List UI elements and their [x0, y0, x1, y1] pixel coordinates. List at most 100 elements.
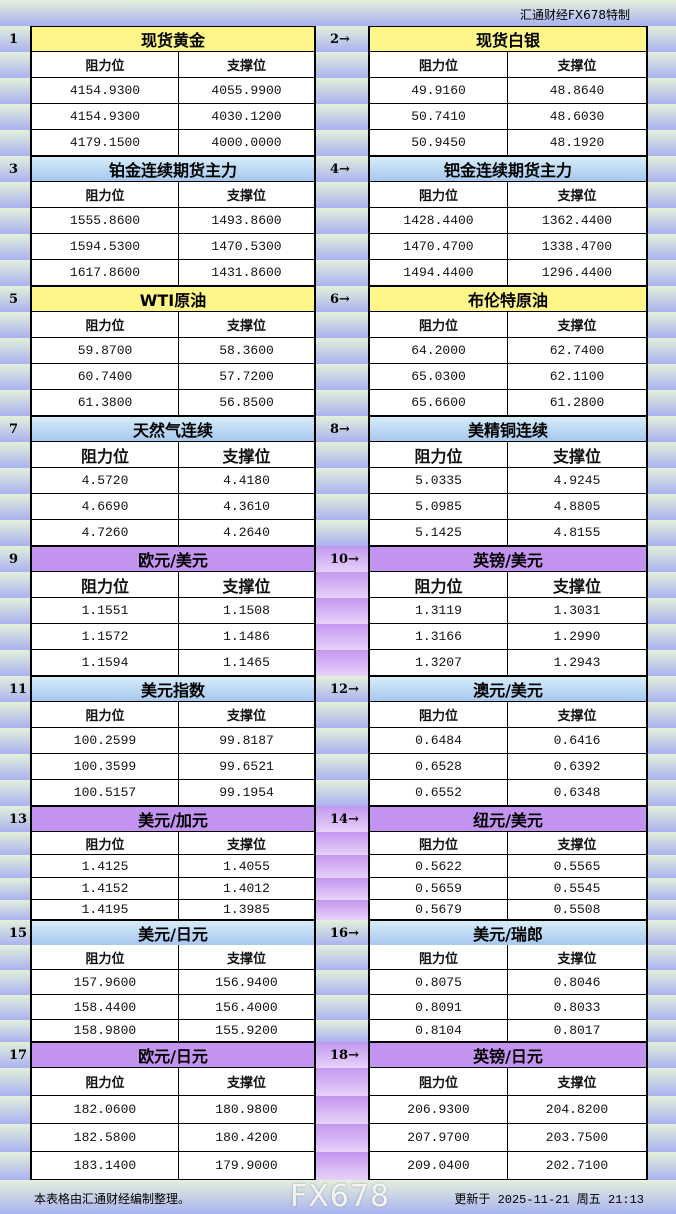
section-title-row: 5 WTI原油 6→ 布伦特原油: [0, 286, 676, 312]
side-strip: [648, 156, 676, 182]
instrument-title: 美元/加元: [30, 806, 316, 832]
resistance-header: 阻力位: [30, 442, 179, 468]
level-row: 4.7260 4.2640 5.1425 4.8155: [0, 520, 676, 546]
support-value: 204.8200: [508, 1096, 648, 1124]
side-strip: [0, 312, 30, 338]
level-row: 158.9800 155.9200 0.8104 0.8017: [0, 1020, 676, 1042]
support-value: 57.7200: [179, 364, 316, 390]
side-strip: [648, 390, 676, 416]
resistance-value: 1.1551: [30, 598, 179, 624]
support-value: 0.5565: [508, 855, 648, 878]
instrument-title: 铂金连续期货主力: [30, 156, 316, 182]
side-strip: [648, 130, 676, 156]
resistance-value: 5.0985: [368, 494, 508, 520]
side-strip: [648, 806, 676, 832]
brand-label: 汇通财经FX678特制: [519, 8, 630, 22]
resistance-value: 4.5720: [30, 468, 179, 494]
resistance-value: 100.5157: [30, 780, 179, 806]
resistance-header: 阻力位: [30, 1068, 179, 1096]
side-strip: [648, 598, 676, 624]
support-value: 62.7400: [508, 338, 648, 364]
side-strip: [648, 286, 676, 312]
side-strip: [648, 650, 676, 676]
resistance-value: 0.5622: [368, 855, 508, 878]
instrument-title: 纽元/美元: [368, 806, 648, 832]
support-value: 179.9000: [179, 1152, 316, 1180]
side-strip: [0, 442, 30, 468]
resistance-header: 阻力位: [368, 182, 508, 208]
instrument-title: WTI原油: [30, 286, 316, 312]
support-value: 4.8155: [508, 520, 648, 546]
section-number: 12→: [316, 676, 368, 702]
side-strip: [648, 728, 676, 754]
support-value: 4.9245: [508, 468, 648, 494]
resistance-header: 阻力位: [30, 702, 179, 728]
resistance-value: 4.7260: [30, 520, 179, 546]
side-strip: [0, 878, 30, 900]
side-strip: [0, 1124, 30, 1152]
side-strip: [648, 26, 676, 52]
middle-strip: [316, 1124, 368, 1152]
section-number: 4→: [316, 156, 368, 182]
support-value: 0.5508: [508, 900, 648, 920]
instrument-title: 美元/瑞郎: [368, 920, 648, 946]
middle-strip: [316, 468, 368, 494]
side-strip: [648, 945, 676, 970]
section-number: 10→: [316, 546, 368, 572]
side-strip: [648, 832, 676, 855]
side-strip: [648, 208, 676, 234]
section-number: 17: [0, 1042, 30, 1068]
level-row: 1555.8600 1493.8600 1428.4400 1362.4400: [0, 208, 676, 234]
side-strip: [648, 1042, 676, 1068]
level-row: 100.2599 99.8187 0.6484 0.6416: [0, 728, 676, 754]
support-value: 0.6392: [508, 754, 648, 780]
support-value: 62.1100: [508, 364, 648, 390]
instrument-title: 美元指数: [30, 676, 316, 702]
side-strip: [0, 364, 30, 390]
resistance-value: 61.3800: [30, 390, 179, 416]
resistance-header: 阻力位: [368, 52, 508, 78]
instrument-title: 天然气连续: [30, 416, 316, 442]
resistance-header: 阻力位: [368, 1068, 508, 1096]
support-value: 0.5545: [508, 878, 648, 900]
instrument-title: 钯金连续期货主力: [368, 156, 648, 182]
support-header: 支撑位: [508, 945, 648, 970]
middle-strip: [316, 52, 368, 78]
section-number: 16→: [316, 920, 368, 946]
resistance-header: 阻力位: [30, 52, 179, 78]
level-row: 1.4195 1.3985 0.5679 0.5508: [0, 900, 676, 920]
middle-strip: [316, 970, 368, 995]
resistance-header: 阻力位: [368, 945, 508, 970]
resistance-header: 阻力位: [30, 572, 179, 598]
support-header: 支撑位: [508, 832, 648, 855]
support-value: 180.4200: [179, 1124, 316, 1152]
resistance-value: 100.3599: [30, 754, 179, 780]
level-row: 61.3800 56.8500 65.6600 61.2800: [0, 390, 676, 416]
side-strip: [648, 1096, 676, 1124]
resistance-value: 1617.8600: [30, 260, 179, 286]
middle-strip: [316, 312, 368, 338]
section-number: 1: [0, 26, 30, 52]
level-row: 182.0600 180.9800 206.9300 204.8200: [0, 1096, 676, 1124]
side-strip: [0, 1020, 30, 1042]
support-header: 支撑位: [179, 832, 316, 855]
section-title-row: 17 欧元/日元 18→ 英镑/日元: [0, 1042, 676, 1068]
resistance-value: 0.8091: [368, 995, 508, 1020]
column-header-row: 阻力位 支撑位 阻力位 支撑位: [0, 832, 676, 855]
middle-strip: [316, 364, 368, 390]
support-header: 支撑位: [179, 442, 316, 468]
middle-strip: [316, 624, 368, 650]
support-value: 1.1486: [179, 624, 316, 650]
column-header-row: 阻力位 支撑位 阻力位 支撑位: [0, 52, 676, 78]
side-strip: [648, 995, 676, 1020]
support-header: 支撑位: [508, 312, 648, 338]
side-strip: [648, 312, 676, 338]
side-strip: [0, 728, 30, 754]
side-strip: [0, 1096, 30, 1124]
support-value: 4.4180: [179, 468, 316, 494]
support-value: 1.3031: [508, 598, 648, 624]
column-header-row: 阻力位 支撑位 阻力位 支撑位: [0, 182, 676, 208]
instrument-title: 现货黄金: [30, 26, 316, 52]
side-strip: [0, 1068, 30, 1096]
resistance-value: 50.9450: [368, 130, 508, 156]
